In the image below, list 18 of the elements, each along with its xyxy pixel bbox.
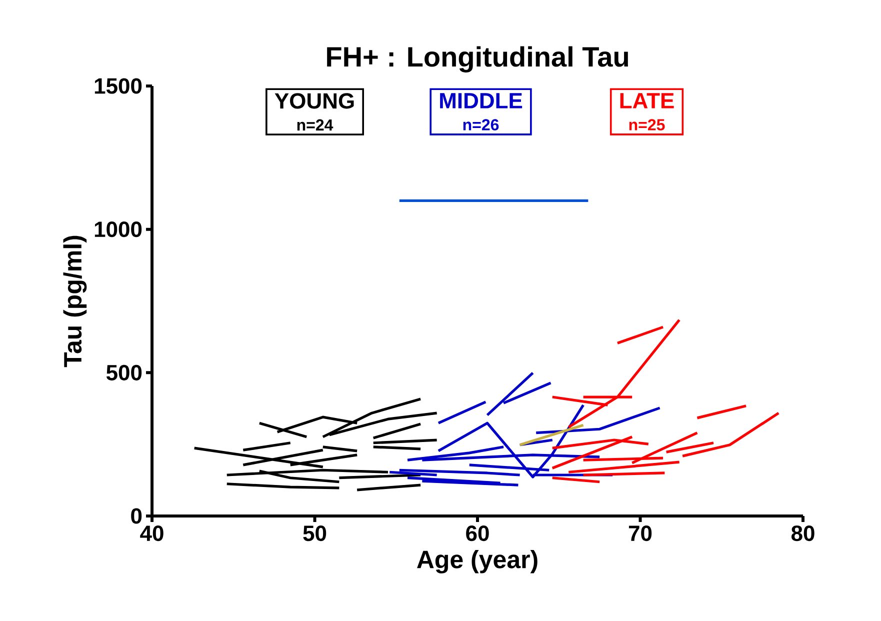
text: MIDDLE (440, 93, 522, 108)
x-axis-title: Age (year) (417, 550, 538, 574)
y-tick-label: 1000 (94, 222, 142, 238)
chart-title: FH+ : Longitudinal Tau (327, 46, 628, 72)
annotation: n=24 (297, 119, 334, 130)
x-tick-label: 80 (791, 526, 814, 542)
text: YOUNG (274, 93, 354, 109)
y-tick-label: 0 (131, 508, 142, 524)
annotation: n=26 (463, 119, 499, 130)
annotation: n=25 (629, 119, 665, 130)
y-tick-label: 1500 (94, 78, 142, 94)
text: LATE (620, 93, 674, 108)
x-tick-label: 40 (140, 526, 164, 542)
y-axis-title: Tau (pg/ml) (63, 236, 87, 368)
x-tick-label: 70 (628, 526, 652, 542)
x-tick-label: 60 (466, 526, 489, 542)
x-tick-label: 50 (303, 526, 326, 542)
y-tick-label: 500 (106, 364, 142, 380)
